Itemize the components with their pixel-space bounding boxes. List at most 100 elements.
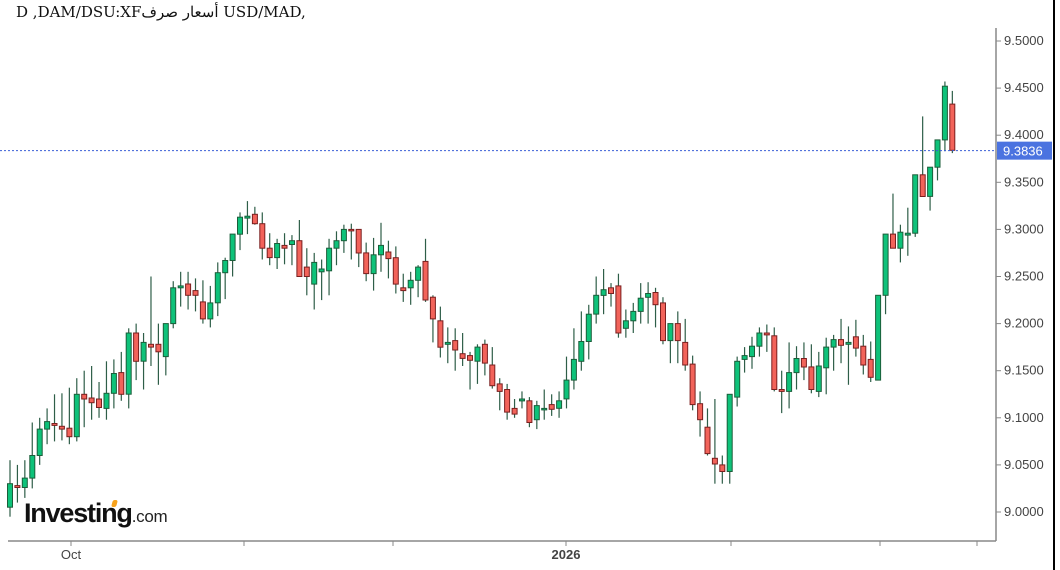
candle: [140, 333, 147, 390]
candle: [756, 327, 763, 357]
candle: [941, 81, 948, 152]
candle: [763, 324, 770, 352]
candle: [214, 262, 221, 317]
candle: [711, 399, 718, 484]
last-price-badge: 9.3836: [997, 141, 1052, 160]
candle: [266, 233, 273, 266]
candle: [378, 222, 384, 272]
candle: [318, 259, 325, 301]
candle: [162, 323, 169, 376]
candle: [912, 174, 919, 237]
y-tick-label: 9.4000: [1004, 127, 1044, 142]
y-axis: 9.0000 9.0500 9.1000 9.1500 9.2000 9.2500 9.30…: [995, 28, 1044, 541]
candle: [786, 342, 793, 409]
candle: [303, 248, 310, 296]
candle: [689, 355, 696, 411]
candle: [489, 347, 496, 389]
candle: [340, 224, 347, 253]
y-tick-label: 9.0500: [1004, 457, 1044, 472]
candle: [400, 273, 407, 302]
candle: [682, 318, 689, 371]
candle: [719, 455, 726, 484]
candle: [437, 306, 444, 358]
candle: [133, 323, 140, 381]
candle: [459, 333, 466, 366]
candle: [511, 399, 518, 418]
candle: [838, 318, 844, 364]
candle: [229, 233, 236, 277]
candle: [645, 282, 652, 324]
candle: [237, 212, 243, 251]
candle: [793, 346, 800, 390]
candle: [934, 139, 941, 181]
candle: [882, 233, 889, 315]
candle: [244, 201, 251, 235]
candle: [259, 212, 266, 260]
candle: [103, 361, 110, 420]
candle: [58, 393, 65, 441]
candle: [630, 302, 637, 333]
candle: [600, 269, 607, 315]
candle: [622, 309, 629, 338]
candle: [585, 304, 592, 360]
chart-title: D ,DAM/DSU:XFأسعار صرف USD/MAD,: [16, 3, 306, 21]
logo-domain: .com: [131, 507, 168, 526]
candle: [496, 378, 503, 411]
candle: [563, 356, 570, 409]
candle: [392, 246, 399, 294]
y-tick-label: 9.2000: [1004, 316, 1044, 331]
candle: [867, 341, 874, 382]
candle: [927, 166, 934, 211]
candle: [222, 257, 229, 300]
right-border: [1053, 0, 1055, 570]
candle: [637, 283, 644, 324]
candle: [570, 328, 577, 390]
candle: [185, 271, 192, 310]
y-tick-label: 9.3500: [1004, 174, 1044, 189]
candle: [14, 464, 21, 503]
candle: [578, 311, 585, 371]
y-tick-label: 9.1500: [1004, 363, 1044, 378]
candle: [207, 285, 214, 328]
candle: [548, 394, 555, 416]
candle: [51, 394, 58, 442]
candle: [148, 276, 154, 366]
candle: [370, 237, 377, 291]
candle: [170, 281, 177, 329]
last-price-label: 9.3836: [1003, 144, 1043, 159]
candle: [296, 220, 303, 277]
candle: [199, 280, 206, 324]
candle: [452, 328, 459, 371]
candle: [311, 252, 318, 310]
candle: [274, 238, 281, 269]
candle: [88, 366, 95, 420]
candle: [949, 90, 956, 154]
candle: [660, 297, 666, 345]
candle: [674, 311, 681, 364]
candle: [415, 265, 422, 298]
candle: [726, 393, 733, 484]
candle: [333, 231, 340, 266]
candle: [860, 334, 867, 375]
x-axis: Oct 2026: [8, 540, 996, 562]
candle: [363, 242, 370, 282]
candle: [608, 283, 614, 307]
candle: [808, 344, 815, 394]
y-tick-label: 9.4500: [1004, 80, 1044, 95]
candle: [355, 228, 362, 268]
candle: [422, 238, 429, 302]
candle: [192, 278, 199, 312]
candle: [615, 273, 622, 338]
candle: [21, 460, 28, 498]
candle: [852, 319, 859, 357]
candle: [897, 224, 904, 263]
investing-logo: Investing.com: [24, 498, 168, 529]
candle: [593, 276, 600, 324]
candle: [504, 383, 511, 420]
candle: [830, 334, 837, 371]
candle: [800, 342, 807, 381]
candle: [481, 339, 488, 376]
candle: [73, 378, 80, 442]
candle: [29, 422, 36, 489]
candle: [177, 271, 184, 307]
